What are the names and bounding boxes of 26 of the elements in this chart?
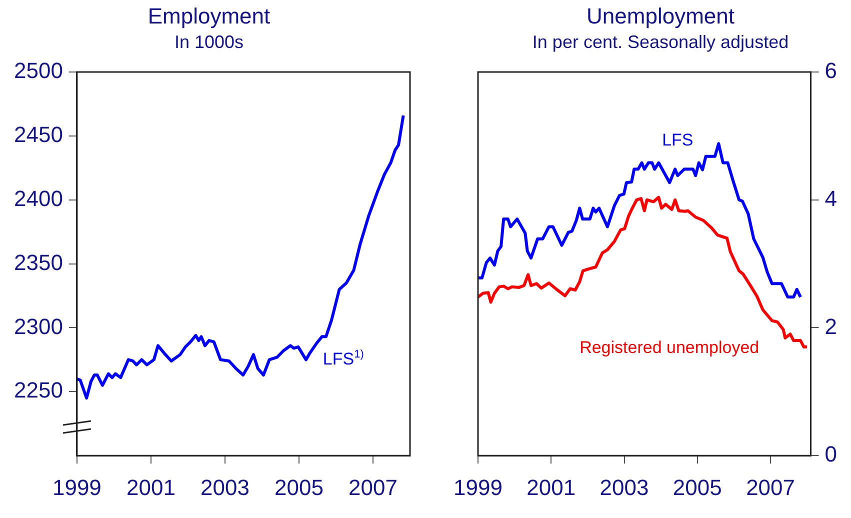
x-tick-label: 1999 [454, 474, 502, 500]
y-tick-label: 2400 [14, 186, 63, 211]
y2-tick-label: 0 [824, 442, 838, 467]
y-tick-label: 2350 [14, 250, 63, 275]
x-tick-label: 2005 [672, 474, 722, 500]
chart-title: Unemployment [586, 3, 734, 28]
y-tick-label: 2250 [14, 378, 63, 403]
series-label: Registered unemployed [580, 338, 760, 357]
y-tick-label: 2450 [14, 122, 63, 147]
y-tick-label: 2300 [14, 314, 63, 339]
y2-tick-label: 6 [824, 58, 838, 84]
x-tick-label: 2007 [746, 474, 796, 500]
x-tick-label: 2003 [600, 474, 649, 500]
chart-title: Employment [148, 3, 270, 28]
x-tick-label: 2001 [126, 474, 176, 500]
x-tick-label: 2005 [274, 474, 324, 500]
y2-tick-label: 4 [824, 186, 838, 211]
chart-subtitle: In 1000s [174, 32, 244, 52]
y2-tick-label: 2 [824, 314, 838, 339]
x-tick-label: 2003 [200, 474, 250, 500]
series-label: LFS [662, 130, 694, 150]
x-tick-label: 1999 [52, 474, 102, 500]
y-tick-label: 2500 [14, 58, 63, 84]
x-tick-label: 2007 [348, 474, 398, 500]
x-tick-label: 2001 [526, 474, 576, 500]
chart-subtitle: In per cent. Seasonally adjusted [532, 32, 789, 52]
